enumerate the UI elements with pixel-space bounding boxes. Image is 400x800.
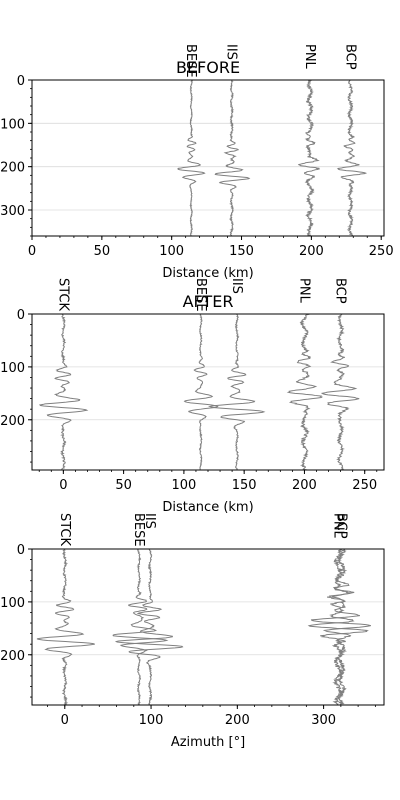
trace-bcp xyxy=(310,548,371,706)
x-tick-label: 150 xyxy=(232,478,257,493)
x-axis-label: Distance (km) xyxy=(162,500,253,515)
panel-before: 0 50 100 150 200 250 0 100 200 300 Distance (km) BE… xyxy=(0,44,393,281)
station-label-bcp: BCP xyxy=(333,278,348,304)
x-tick-label: 0 xyxy=(28,244,36,259)
trace-pnl xyxy=(307,548,370,706)
station-label-pnl: PNL xyxy=(330,513,345,539)
station-label-bese: BESE xyxy=(193,278,208,312)
x-tick-label: 0 xyxy=(59,478,67,493)
x-tick-label: 300 xyxy=(311,713,336,728)
y-tick-label: 0 xyxy=(17,308,25,323)
station-label-bcp: BCP xyxy=(334,513,349,539)
trace-bese xyxy=(112,548,169,706)
x-tick-label: 200 xyxy=(225,713,250,728)
x-tick-label: 100 xyxy=(171,478,196,493)
y-tick-label: 200 xyxy=(0,649,25,664)
trace-stck xyxy=(36,548,95,706)
y-tick-label: 100 xyxy=(0,117,25,132)
x-tick-label: 50 xyxy=(115,478,132,493)
station-label-stck: STCK xyxy=(57,513,72,547)
x-tick-label: 0 xyxy=(61,713,69,728)
x-tick-label: 200 xyxy=(299,244,324,259)
station-label-bcp: BCP xyxy=(342,44,357,70)
panel-after: 0 50 100 150 200 250 0 100 200 Distance (km) AFTER… xyxy=(0,278,385,515)
x-tick-label: 250 xyxy=(352,478,377,493)
station-label-bese: BESE xyxy=(131,513,146,547)
y-tick-label: 200 xyxy=(0,161,25,176)
y-tick-label: 0 xyxy=(17,543,25,558)
y-tick-label: 100 xyxy=(0,596,25,611)
panel-title: BEFORE xyxy=(176,58,240,77)
trace-bcp xyxy=(320,313,360,471)
trace-bcp xyxy=(336,79,368,237)
station-label-pnl: PNL xyxy=(296,278,311,304)
x-axis-label: Distance (km) xyxy=(162,266,253,281)
trace-stck xyxy=(38,313,89,471)
y-tick-label: 100 xyxy=(0,361,25,376)
station-label-iis: IIS xyxy=(229,278,244,294)
panel-title: AFTER xyxy=(183,292,234,311)
x-tick-label: 50 xyxy=(94,244,111,259)
x-tick-label: 100 xyxy=(159,244,184,259)
x-tick-label: 250 xyxy=(369,244,394,259)
x-tick-label: 100 xyxy=(139,713,164,728)
y-tick-label: 300 xyxy=(0,204,25,219)
y-tick-label: 200 xyxy=(0,414,25,429)
station-label-pnl: PNL xyxy=(302,44,317,70)
station-label-bese: BESE xyxy=(183,44,198,78)
station-label-iis: IIS xyxy=(142,513,157,529)
station-label-iis: IIS xyxy=(224,44,239,60)
axes-frame xyxy=(31,548,385,706)
trace-pnl xyxy=(286,313,323,471)
trace-iis xyxy=(207,313,266,471)
axes-frame xyxy=(31,79,385,237)
y-tick-label: 0 xyxy=(17,74,25,89)
station-label-stck: STCK xyxy=(55,278,70,312)
trace-pnl xyxy=(297,79,321,237)
x-tick-label: 200 xyxy=(292,478,317,493)
trace-iis xyxy=(114,548,184,706)
x-axis-label: Azimuth [°] xyxy=(171,735,245,750)
trace-bese xyxy=(183,313,219,471)
x-tick-label: 150 xyxy=(229,244,254,259)
trace-bese xyxy=(177,79,206,237)
trace-iis xyxy=(214,79,251,237)
